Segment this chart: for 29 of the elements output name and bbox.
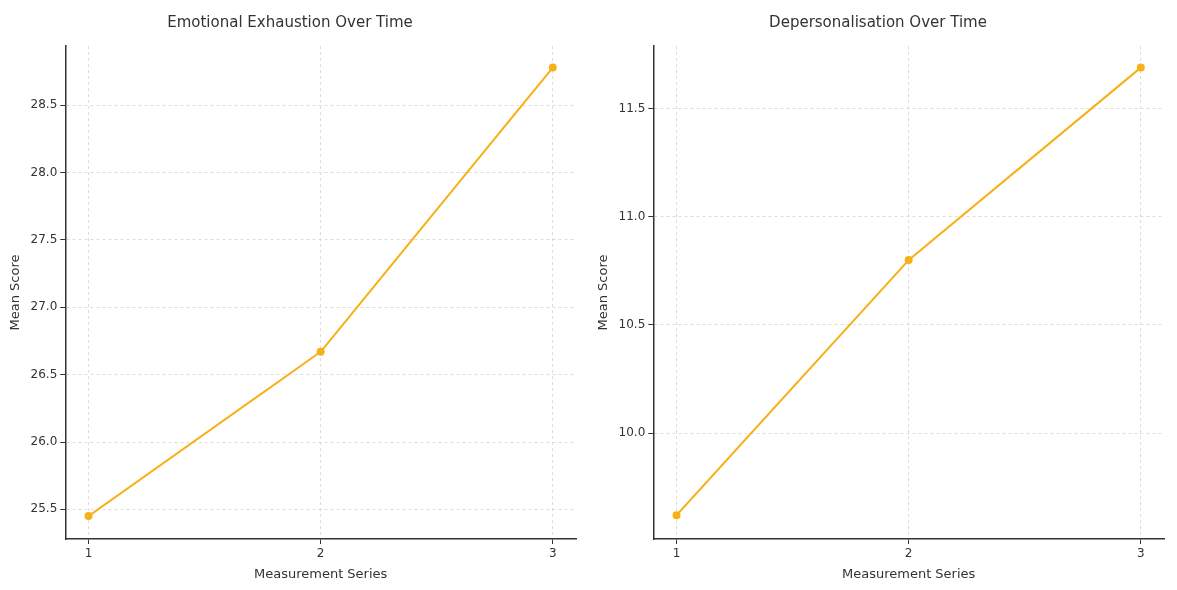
y-tick-label: 28.0 xyxy=(30,164,58,179)
chart-title: Depersonalisation Over Time xyxy=(769,12,987,31)
y-tick-label: 25.5 xyxy=(30,501,58,516)
chart-title: Emotional Exhaustion Over Time xyxy=(167,12,413,31)
x-tick-label: 2 xyxy=(316,546,325,561)
y-tick-label: 10.5 xyxy=(618,317,646,332)
y-tick-label: 28.5 xyxy=(30,97,58,112)
x-tick-label: 1 xyxy=(672,546,681,561)
y-axis-title: Mean Score xyxy=(595,254,611,331)
point xyxy=(316,347,325,356)
x-tick-label: 3 xyxy=(548,546,557,561)
point xyxy=(548,63,557,72)
x-tick-label: 1 xyxy=(84,546,93,561)
x-tick-label: 2 xyxy=(904,546,913,561)
point xyxy=(1136,63,1145,72)
y-tick-label: 11.5 xyxy=(618,100,646,115)
y-tick-label: 26.0 xyxy=(30,434,58,449)
y-tick-label: 26.5 xyxy=(30,366,58,381)
point xyxy=(904,256,913,265)
y-tick-label: 27.5 xyxy=(30,232,58,247)
x-tick-label: 3 xyxy=(1136,546,1145,561)
y-tick-label: 27.0 xyxy=(30,299,58,314)
y-tick-label: 10.0 xyxy=(618,425,646,440)
x-axis-title: Measurement Series xyxy=(253,565,388,581)
y-axis-title: Mean Score xyxy=(7,254,23,331)
x-axis-title: Measurement Series xyxy=(841,565,976,581)
y-tick-label: 11.0 xyxy=(618,208,646,223)
point xyxy=(672,511,681,520)
point xyxy=(84,512,93,521)
